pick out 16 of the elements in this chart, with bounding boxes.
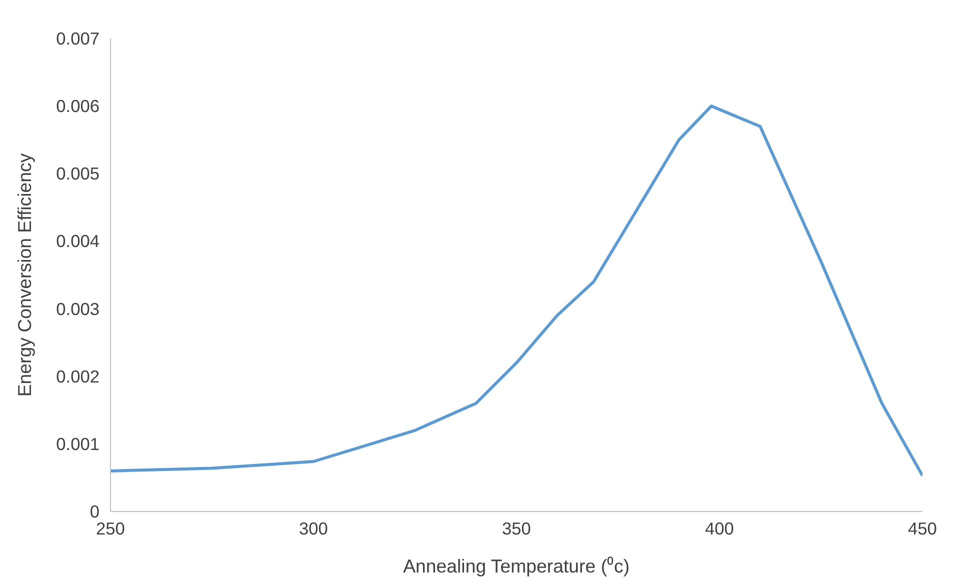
x-tick-label: 350 (502, 518, 531, 538)
y-tick-label: 0.004 (56, 231, 100, 252)
x-tick-label: 450 (908, 518, 937, 538)
line-series (110, 104, 922, 478)
y-tick-label: 0.005 (56, 164, 100, 184)
x-tick-label: 400 (705, 518, 734, 538)
y-axis-title: Energy Conversion Efficiency (14, 152, 36, 397)
y-tick-label: 0.007 (56, 28, 100, 48)
x-axis-title: Annealing Temperature (⁰c) (403, 556, 630, 576)
y-tick-label: 0.003 (56, 298, 100, 319)
y-tick-label: 0.006 (56, 96, 100, 116)
y-tick-label: 0 (90, 502, 100, 522)
y-tick-label: 0.001 (56, 434, 100, 454)
x-tick-label: 300 (299, 518, 328, 538)
x-tick-label: 250 (96, 518, 125, 538)
y-tick-label: 0.002 (56, 366, 100, 386)
